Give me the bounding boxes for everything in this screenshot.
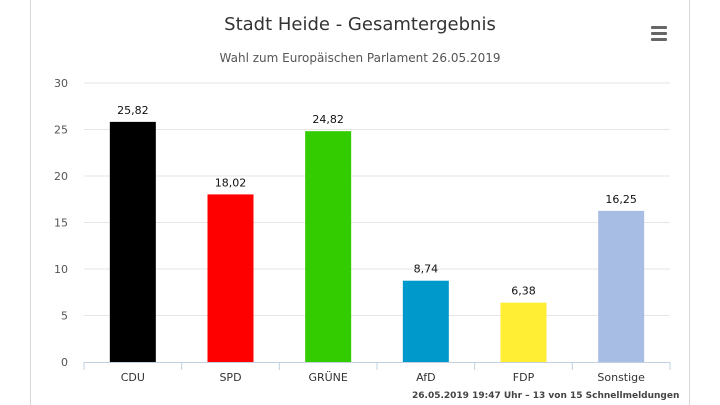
bars [109,121,645,363]
x-axis: CDU SPD GRÜNE AfD FDP Sonstige [83,362,671,384]
data-label: 16,25 [605,193,637,206]
x-tick-label: AfD [416,371,435,384]
y-tick-label: 30 [54,77,68,90]
bar-afd[interactable] [402,280,449,362]
y-axis-ticks: 0 5 10 15 20 25 30 [54,77,68,369]
hamburger-menu-icon [651,25,667,29]
chart-credits: 26.05.2019 19:47 Uhr – 13 von 15 Schnell… [412,391,680,401]
y-tick-label: 25 [54,124,68,137]
bar-fdp[interactable] [500,302,547,362]
data-label: 24,82 [312,113,344,126]
y-tick-label: 15 [54,217,68,230]
x-tick-label: FDP [513,371,535,384]
x-tick-label: CDU [121,371,145,384]
context-menu-button[interactable] [644,20,674,46]
y-tick-label: 5 [61,310,68,323]
bar-cdu[interactable] [109,121,156,363]
hamburger-menu-icon-bar [651,37,667,41]
y-tick-label: 20 [54,170,68,183]
x-tick-label: Sonstige [597,371,645,384]
data-labels: 25,82 18,02 24,82 8,74 6,38 16,25 [117,104,637,298]
data-label: 18,02 [215,176,247,189]
bar-sonstige[interactable] [598,210,645,362]
y-tick-label: 10 [54,263,68,276]
hamburger-menu-icon-bar [651,31,667,35]
chart-title: Stadt Heide - Gesamtergebnis [224,14,496,35]
data-label: 8,74 [414,263,439,276]
bar-spd[interactable] [207,194,254,362]
y-tick-label: 0 [61,356,68,369]
bar-grüne[interactable] [305,131,352,362]
x-tick-label: SPD [219,371,241,384]
x-tick-label: GRÜNE [308,371,347,384]
chart-subtitle: Wahl zum Europäischen Parlament 26.05.20… [219,51,501,65]
gridlines [84,82,670,316]
data-label: 6,38 [511,285,536,298]
data-label: 25,82 [117,104,149,117]
